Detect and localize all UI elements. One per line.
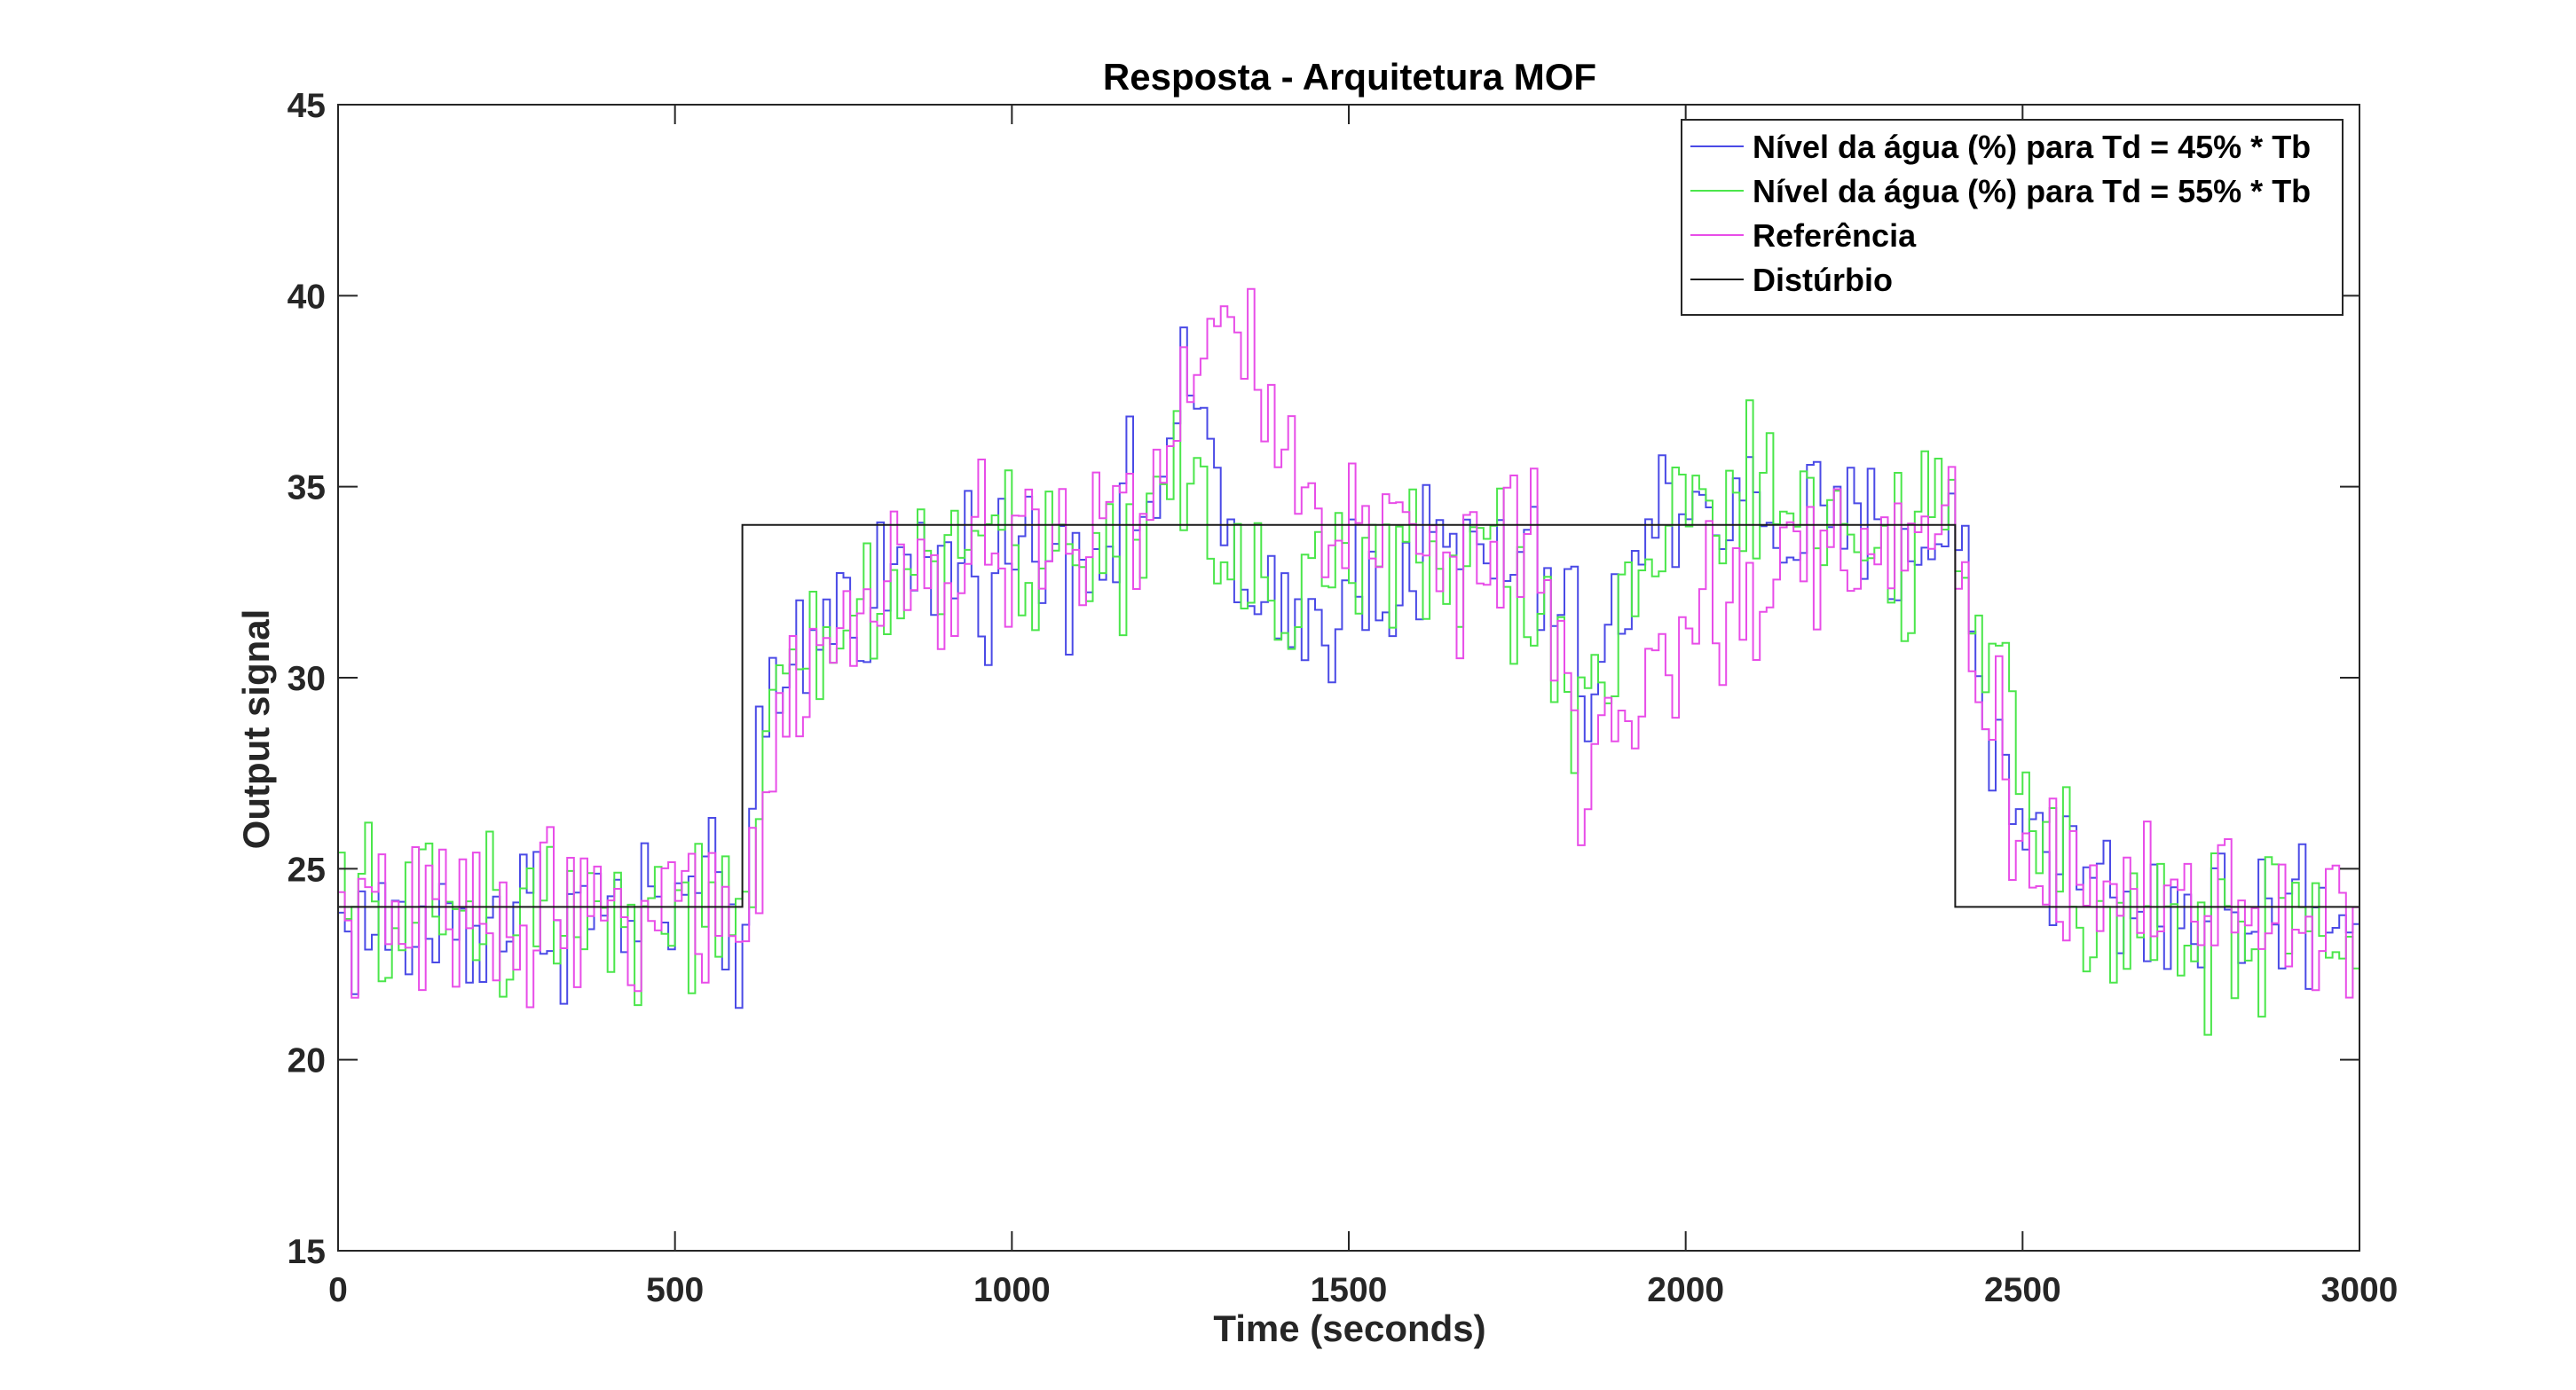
series-line-3 [338,287,2359,1009]
x-tick-label: 2500 [1984,1271,2061,1309]
x-tick-label: 2000 [1647,1271,1724,1309]
legend-label-4: Distúrbio [1753,262,1893,298]
y-tick-label: 30 [288,660,326,698]
x-tick-label: 500 [646,1271,704,1309]
y-tick-label: 20 [288,1042,326,1080]
y-tick-label: 45 [288,87,326,125]
y-axis-label: Output signal [235,609,277,850]
x-tick-label: 3000 [2321,1271,2399,1309]
x-tick-label: 0 [328,1271,348,1309]
y-tick-label: 35 [288,469,326,507]
x-tick-label: 1500 [1311,1271,1388,1309]
x-tick-label: 1000 [973,1271,1051,1309]
series-line-4 [338,523,2359,908]
legend-label-3: Referência [1753,217,1917,254]
legend: Nível da água (%) para Td = 45% * Tb Níve… [1681,119,2344,316]
x-axis-label: Time (seconds) [1213,1308,1485,1349]
legend-label-1: Nível da água (%) para Td = 45% * Tb [1753,129,2311,165]
y-tick-label: 40 [288,278,326,316]
legend-label-2: Nível da água (%) para Td = 55% * Tb [1753,173,2311,209]
y-tick-label: 15 [288,1233,326,1271]
y-tick-label: 25 [288,851,326,889]
chart-title: Resposta - Arquitetura MOF [1103,56,1596,98]
legend-box [1681,119,2344,316]
